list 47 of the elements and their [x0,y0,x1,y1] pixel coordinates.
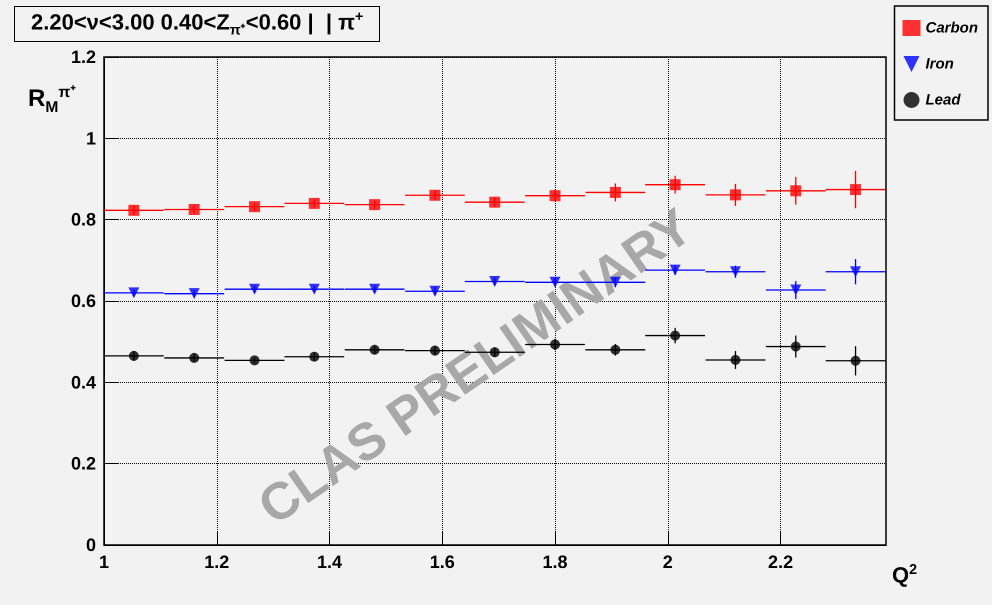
point [790,185,802,196]
legend-label: Lead [926,92,962,108]
legend-label: Iron [926,56,954,72]
x-tick-label: 2 [662,552,673,572]
point [188,204,200,215]
y-tick-label: 0.8 [70,210,96,230]
y-tick-label: 0.4 [70,372,96,392]
x-tick-label: 1.8 [542,552,568,572]
point [188,288,200,300]
point [850,356,861,366]
point [730,189,741,200]
y-tick-label: 1.2 [70,47,96,67]
point [308,198,320,209]
point [128,350,139,361]
y-tick-label: 0.6 [70,291,96,311]
point [730,266,741,278]
point [128,287,140,298]
x-tick-label: 1.4 [317,552,342,572]
point [370,344,380,355]
point [309,352,320,362]
y-tick-label: 0 [86,535,96,555]
point [249,201,260,212]
point [369,284,380,295]
point [429,190,440,201]
x-tick-label: 1.2 [204,552,230,572]
point [850,184,862,196]
point [189,352,200,363]
x-tick-label: 2.2 [768,552,794,572]
point [850,266,862,278]
legend-label: Carbon [926,20,978,36]
point [790,284,802,296]
y-tick-label: 0.2 [70,454,96,474]
point [550,190,561,202]
point [730,354,740,365]
point [790,342,801,352]
point [250,355,260,366]
x-tick-label: 1.6 [430,552,455,572]
x-tick-label: 1 [98,552,110,572]
x-axis-title: Q$^{2}$ [892,562,918,588]
point [308,284,320,295]
point [369,199,380,210]
point [670,179,681,190]
chart-title: 2.20<ν<3.00 0.40<Z$_{π⁺}$<0.60 | | π$^{+}$ [14,6,380,42]
point [610,186,621,198]
point [249,284,260,295]
point [128,204,140,216]
y-tick-label: 1 [86,128,96,148]
